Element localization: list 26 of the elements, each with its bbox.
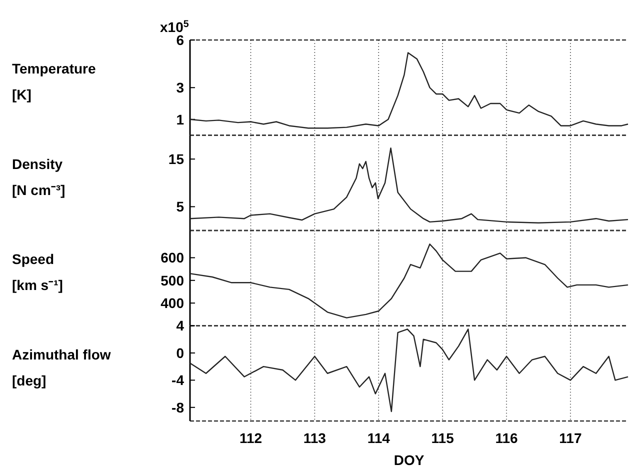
y-tick-label: 5	[176, 198, 184, 215]
y-tick-label: 3	[176, 80, 184, 96]
x-axis-title: DOY	[394, 452, 425, 468]
y-tick-label: -4	[172, 372, 184, 388]
y-tick-label: 15	[168, 150, 184, 167]
x-tick-label: 115	[431, 430, 454, 446]
y-axis-title: Temperature [K]	[12, 60, 96, 103]
y-axis-title: Speed [km s⁻¹]	[12, 251, 63, 294]
y-tick-label: 4	[176, 318, 184, 334]
x-tick-label: 113	[303, 430, 326, 446]
x-tick-label: 117	[559, 430, 582, 446]
x-tick-label: 116	[495, 430, 518, 446]
line-series	[189, 148, 629, 224]
line-series	[189, 328, 629, 412]
line-series	[189, 52, 629, 129]
x-tick-label: 112	[239, 430, 262, 446]
y-tick-label: 500	[160, 272, 184, 288]
line-series	[189, 244, 629, 318]
y-tick-label: 400	[160, 294, 184, 311]
y-tick-label: 600	[160, 250, 184, 266]
y-axis-title: Azimuthal flow [deg]	[12, 346, 111, 388]
y-tick-label: 1	[176, 111, 184, 128]
y-tick-label: 0	[176, 344, 184, 361]
y-axis-title: Density [N cm⁻³]	[12, 156, 66, 198]
y-tick-label: -8	[172, 399, 184, 416]
x-tick-label: 114	[367, 430, 390, 446]
